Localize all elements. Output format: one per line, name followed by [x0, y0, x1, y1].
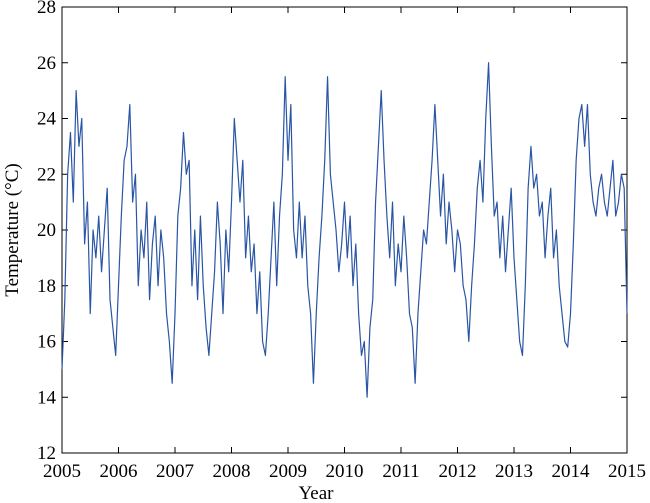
x-tick-label: 2015: [608, 461, 646, 482]
y-tick-label: 26: [37, 53, 56, 74]
y-tick-label: 18: [37, 276, 56, 297]
y-axis-label: Temperature (°C): [2, 163, 23, 296]
x-tick-label: 2005: [43, 461, 81, 482]
y-tick-label: 24: [37, 109, 57, 130]
x-tick-label: 2010: [326, 461, 364, 482]
x-tick-label: 2012: [439, 461, 477, 482]
y-tick-label: 16: [37, 332, 56, 353]
x-tick-label: 2013: [495, 461, 533, 482]
y-tick-label: 28: [37, 0, 56, 18]
x-tick-label: 2009: [269, 461, 307, 482]
x-tick-label: 2006: [100, 461, 138, 482]
y-tick-label: 14: [37, 387, 57, 408]
x-axis-label: Year: [298, 483, 334, 503]
x-tick-label: 2008: [213, 461, 251, 482]
y-tick-label: 12: [37, 443, 56, 464]
x-tick-label: 2007: [156, 461, 194, 482]
y-tick-label: 20: [37, 220, 56, 241]
series-line: [61, 62, 628, 398]
x-tick-label: 2014: [552, 461, 591, 482]
y-tick-label: 22: [37, 164, 56, 185]
plot-frame: [61, 6, 628, 454]
x-tick-label: 2011: [382, 461, 419, 482]
